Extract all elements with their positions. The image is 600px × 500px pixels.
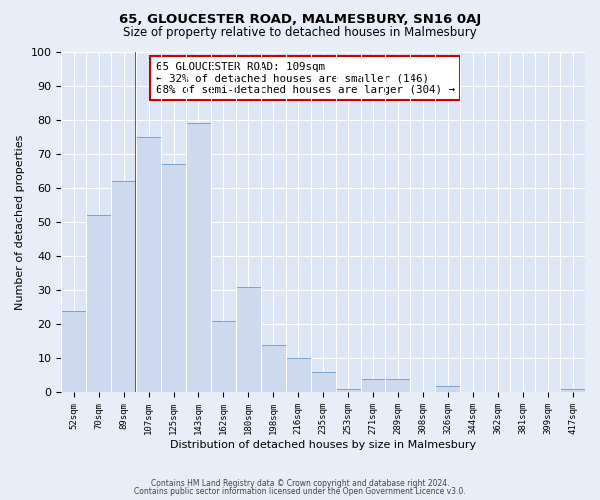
Text: Contains HM Land Registry data © Crown copyright and database right 2024.: Contains HM Land Registry data © Crown c… [151,478,449,488]
X-axis label: Distribution of detached houses by size in Malmesbury: Distribution of detached houses by size … [170,440,476,450]
Bar [211,321,236,392]
Text: 65, GLOUCESTER ROAD, MALMESBURY, SN16 0AJ: 65, GLOUCESTER ROAD, MALMESBURY, SN16 0A… [119,12,481,26]
Bar [560,389,585,392]
Text: Size of property relative to detached houses in Malmesbury: Size of property relative to detached ho… [123,26,477,39]
Bar [136,136,161,392]
Bar [86,215,111,392]
Text: 65 GLOUCESTER ROAD: 109sqm
← 32% of detached houses are smaller (146)
68% of sem: 65 GLOUCESTER ROAD: 109sqm ← 32% of deta… [155,62,455,95]
Bar [161,164,186,392]
Bar [261,344,286,393]
Bar [186,123,211,392]
Bar [361,379,385,392]
Bar [335,389,361,392]
Text: Contains public sector information licensed under the Open Government Licence v3: Contains public sector information licen… [134,487,466,496]
Bar [385,379,410,392]
Bar [286,358,311,392]
Y-axis label: Number of detached properties: Number of detached properties [15,134,25,310]
Bar [61,310,86,392]
Bar [311,372,335,392]
Bar [236,287,261,393]
Bar [111,181,136,392]
Bar [436,386,460,392]
